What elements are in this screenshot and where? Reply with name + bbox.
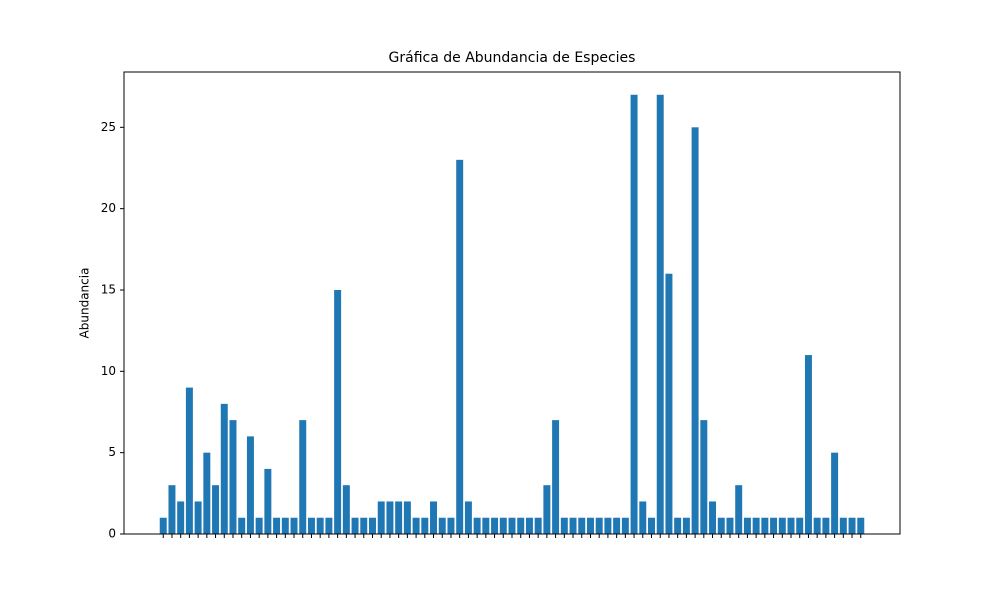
bar [691, 127, 699, 534]
bar [752, 517, 760, 534]
bar [159, 517, 167, 534]
y-axis-label: Abundancia [78, 268, 92, 339]
bar [630, 94, 638, 534]
bar [386, 501, 394, 534]
bar [586, 517, 594, 534]
bar [264, 468, 272, 534]
bar [194, 501, 202, 534]
bar [342, 485, 350, 534]
bar [743, 517, 751, 534]
bar [665, 273, 673, 534]
bar [857, 517, 865, 534]
bar [403, 501, 411, 534]
bar [421, 517, 429, 534]
bar [212, 485, 220, 534]
bar [604, 517, 612, 534]
bar [621, 517, 629, 534]
bar [255, 517, 263, 534]
bar [238, 517, 246, 534]
bar [595, 517, 603, 534]
bar [499, 517, 507, 534]
bar [325, 517, 333, 534]
bar [543, 485, 551, 534]
bar [717, 517, 725, 534]
bar [822, 517, 830, 534]
bar [726, 517, 734, 534]
bar [273, 517, 281, 534]
bar [369, 517, 376, 534]
bar [360, 517, 368, 534]
bar [281, 517, 289, 534]
bar [709, 501, 717, 534]
bar [796, 517, 804, 534]
bar [491, 517, 499, 534]
bar [648, 517, 655, 534]
bar [482, 517, 490, 534]
bar [316, 517, 324, 534]
axes-frame [123, 71, 901, 535]
bar [290, 517, 298, 534]
bar [438, 517, 446, 534]
y-tick-label: 5 [108, 445, 116, 459]
bar [735, 485, 743, 534]
bar [552, 420, 560, 534]
bar [412, 517, 420, 534]
bar [534, 517, 542, 534]
bar [639, 501, 647, 534]
bar [229, 420, 237, 534]
bar [778, 517, 786, 534]
bar [770, 517, 778, 534]
bar [334, 289, 342, 534]
bar [682, 517, 690, 534]
bar [464, 501, 472, 534]
bar [831, 452, 839, 534]
bar [804, 355, 812, 534]
bar [185, 387, 193, 534]
y-tick-label: 10 [101, 364, 116, 378]
bar [177, 501, 185, 534]
bar [578, 517, 586, 534]
y-tick-label: 25 [101, 120, 116, 134]
y-tick-label: 20 [101, 201, 116, 215]
y-tick-label: 15 [101, 282, 116, 296]
bar [430, 501, 438, 534]
bar [168, 485, 176, 534]
bar [525, 517, 533, 534]
bar [656, 94, 664, 534]
bar [517, 517, 525, 534]
bar [473, 517, 481, 534]
bar [351, 517, 359, 534]
bar [456, 159, 464, 534]
bar [203, 452, 211, 534]
bar [674, 517, 682, 534]
bar [761, 517, 769, 534]
bar [447, 517, 455, 534]
bar [246, 436, 254, 534]
bar [508, 517, 516, 534]
y-tick-label: 0 [108, 527, 116, 541]
bar [299, 420, 307, 534]
bar [377, 501, 385, 534]
bar [813, 517, 821, 534]
bar [220, 403, 228, 534]
bar [560, 517, 568, 534]
bar [613, 517, 621, 534]
bar [569, 517, 577, 534]
bar [787, 517, 795, 534]
bar [307, 517, 315, 534]
bar [395, 501, 403, 534]
bar [848, 517, 856, 534]
bar [700, 420, 708, 534]
bar [839, 517, 847, 534]
chart-title: Gráfica de Abundancia de Especies [389, 50, 636, 66]
